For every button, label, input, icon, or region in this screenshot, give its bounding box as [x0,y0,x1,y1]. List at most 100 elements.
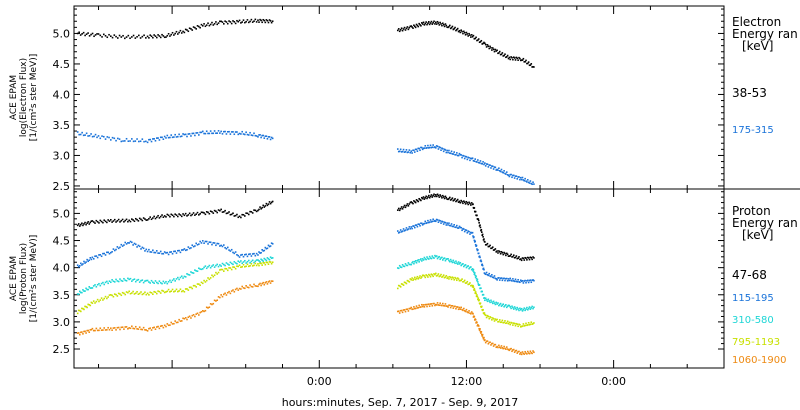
data-point [171,323,174,325]
data-point [526,324,529,326]
data-point [445,224,448,226]
data-point [188,133,191,135]
data-point [470,311,473,313]
data-point [485,271,488,274]
data-point [208,264,211,267]
data-point [433,257,435,259]
data-point [195,213,198,215]
data-point [475,277,478,280]
data-point [397,232,400,234]
data-point [270,201,273,204]
data-point [201,240,204,242]
data-point [213,242,216,244]
data-point [475,322,477,324]
data-point [263,19,266,22]
data-point [482,336,484,339]
data-point [481,263,484,266]
data-point [501,304,504,306]
data-point [153,290,155,293]
data-point [215,300,217,302]
data-point [251,134,254,137]
data-point [465,308,468,311]
data-point [469,266,471,269]
data-point [146,250,149,253]
data-point [420,199,422,202]
data-point [150,251,153,253]
data-point [410,279,413,281]
legend-title-line: Energy ran [732,27,798,41]
data-point [475,275,477,277]
data-point [262,250,265,252]
data-point [180,249,183,251]
data-point [190,247,192,249]
data-point [157,214,159,217]
data-point [233,260,236,263]
data-point [148,217,150,220]
data-point [509,277,512,280]
data-point [254,134,257,137]
data-point [232,289,234,291]
data-point [200,281,203,284]
data-point [487,166,490,168]
data-point [157,252,159,254]
data-point [483,268,485,271]
data-point [403,204,406,207]
data-point [439,275,441,277]
data-point [180,135,183,138]
data-point [182,30,184,33]
data-point [186,248,188,251]
data-point [92,300,95,302]
data-point [146,35,149,38]
data-point [89,221,92,224]
data-point [165,216,167,218]
data-point [222,130,225,133]
data-point [148,327,150,330]
data-point [209,23,212,26]
data-point [411,227,413,230]
data-point [477,219,480,222]
data-point [440,273,442,276]
data-point [152,36,154,39]
data-point [258,264,260,267]
data-point [484,299,486,302]
data-point [490,47,492,49]
data-point [81,131,83,134]
data-point [452,277,455,279]
y-axis-label-line: ACE EPAM [9,256,19,301]
data-point [423,24,426,26]
data-point [515,280,518,283]
data-point [257,136,259,138]
data-point [166,282,169,285]
data-point [120,36,123,38]
data-point [200,311,203,313]
data-point [450,305,453,307]
data-point [111,279,113,281]
data-point [526,62,528,65]
data-point [464,264,467,266]
data-point [485,163,488,165]
data-point [462,32,464,35]
data-point [169,291,171,293]
data-point [427,21,430,23]
data-point [261,264,263,266]
data-point [201,268,204,270]
data-point [456,224,458,227]
data-point [449,258,452,261]
data-point [522,282,525,284]
data-point [122,34,124,37]
data-point [106,136,109,138]
data-point [467,156,470,159]
data-point [209,266,212,269]
data-point [186,29,188,31]
data-point [519,353,521,355]
data-point [265,261,268,264]
data-point [415,261,418,264]
data-point [188,286,191,289]
data-point [99,219,102,222]
data-point [414,224,417,226]
data-point [471,231,474,234]
data-point [472,313,474,315]
series-175-315 [76,130,535,186]
data-point [265,135,268,137]
data-point [497,52,499,55]
